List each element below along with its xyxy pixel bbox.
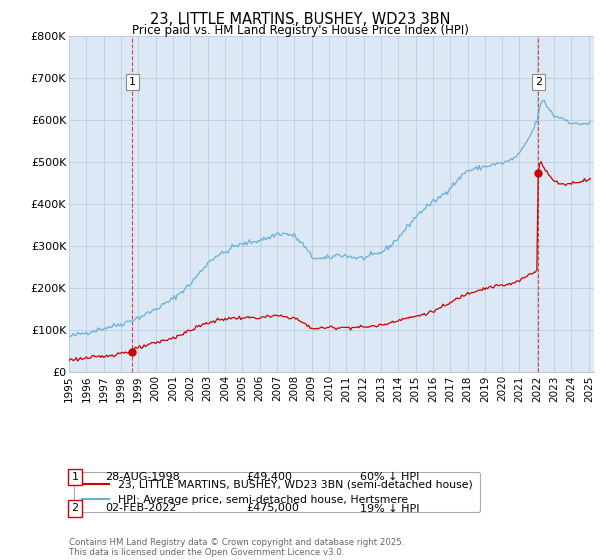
Text: 1: 1 — [71, 472, 79, 482]
Text: 60% ↓ HPI: 60% ↓ HPI — [360, 472, 419, 482]
Text: Price paid vs. HM Land Registry's House Price Index (HPI): Price paid vs. HM Land Registry's House … — [131, 24, 469, 36]
Text: 19% ↓ HPI: 19% ↓ HPI — [360, 503, 419, 514]
Legend: 23, LITTLE MARTINS, BUSHEY, WD23 3BN (semi-detached house), HPI: Average price, : 23, LITTLE MARTINS, BUSHEY, WD23 3BN (se… — [74, 472, 480, 512]
Text: 28-AUG-1998: 28-AUG-1998 — [105, 472, 180, 482]
Text: 02-FEB-2022: 02-FEB-2022 — [105, 503, 176, 514]
Text: 1: 1 — [129, 77, 136, 87]
Text: Contains HM Land Registry data © Crown copyright and database right 2025.
This d: Contains HM Land Registry data © Crown c… — [69, 538, 404, 557]
Text: £49,400: £49,400 — [246, 472, 292, 482]
Text: 2: 2 — [71, 503, 79, 514]
Text: £475,000: £475,000 — [246, 503, 299, 514]
Text: 2: 2 — [535, 77, 542, 87]
Text: 23, LITTLE MARTINS, BUSHEY, WD23 3BN: 23, LITTLE MARTINS, BUSHEY, WD23 3BN — [150, 12, 450, 27]
